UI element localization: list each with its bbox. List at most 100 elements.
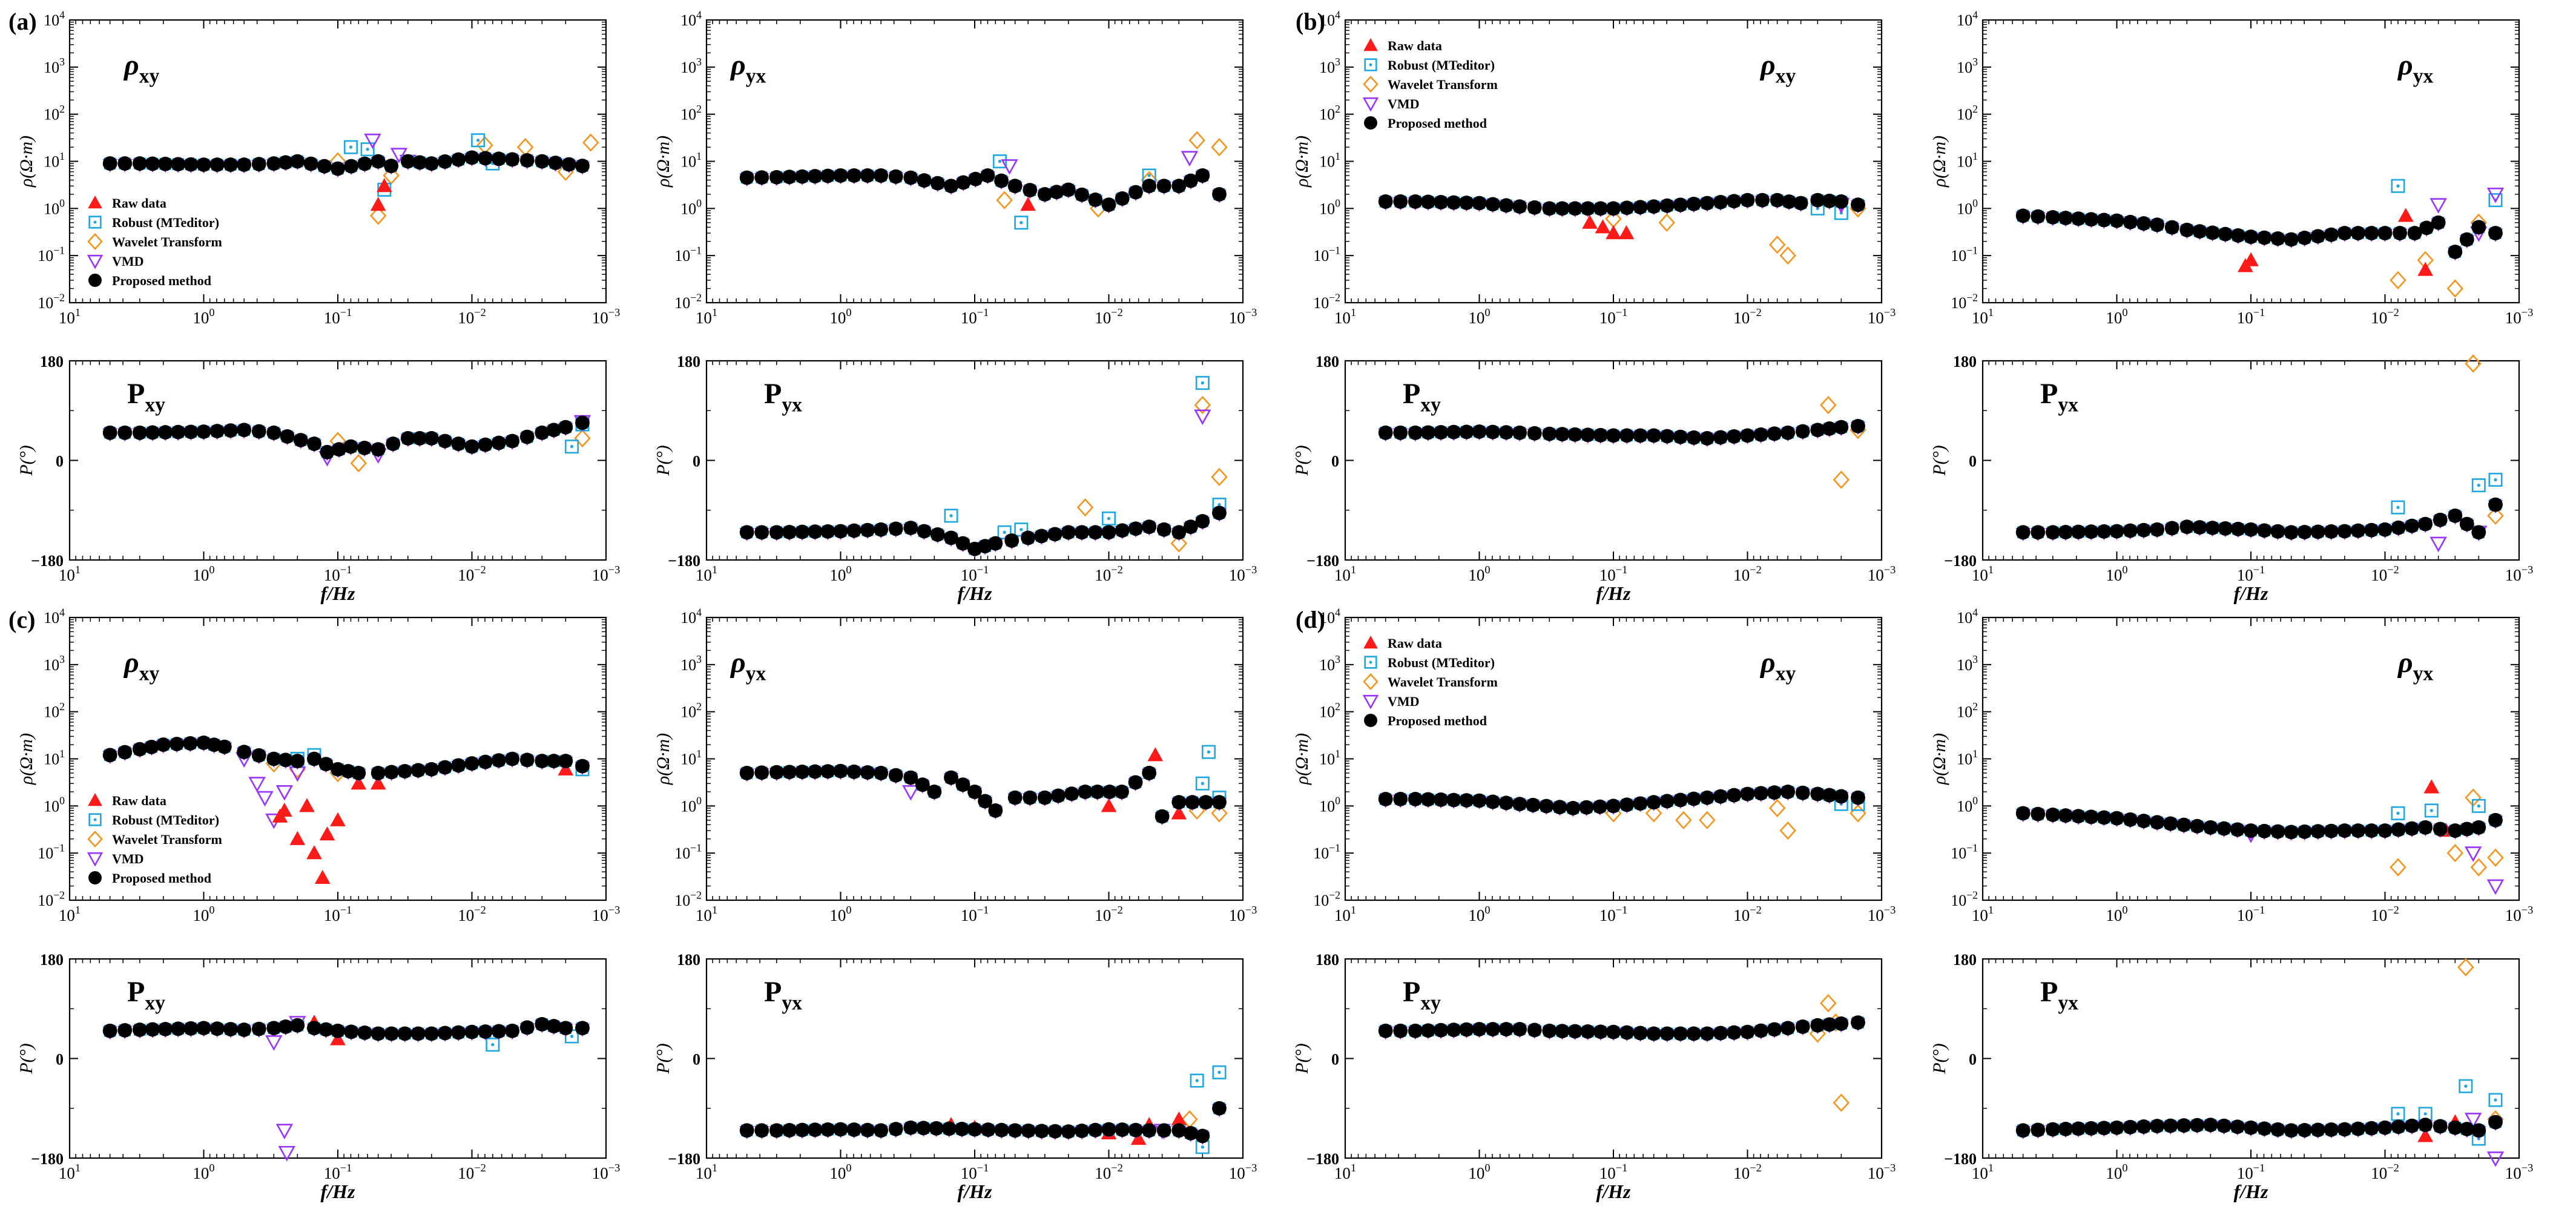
data-point-proposed — [2405, 518, 2419, 533]
x-tick-label: 10−3 — [1868, 306, 1896, 327]
data-point-proposed — [1499, 795, 1514, 811]
y-axis-label: ρ(Ω·m) — [1292, 136, 1312, 188]
legend-label-proposed: Proposed method — [1388, 116, 1487, 131]
data-point-wavelet — [2470, 858, 2488, 877]
data-point-vmd — [2464, 846, 2482, 862]
marker-square — [997, 525, 1012, 539]
data-point-proposed — [833, 763, 848, 779]
data-point-proposed — [386, 436, 401, 451]
series-proposed — [2015, 497, 2503, 541]
marker-square — [360, 142, 375, 157]
data-point-proposed — [988, 536, 1003, 551]
data-point-proposed — [371, 154, 386, 169]
y-tick-label: 10−1 — [38, 244, 65, 265]
data-point-wavelet — [516, 137, 534, 157]
data-point-proposed — [183, 736, 198, 751]
marker-square — [2488, 193, 2503, 208]
data-point-raw — [1130, 1130, 1147, 1145]
chart-title: Pyx — [2040, 378, 2078, 416]
data-point-proposed — [2136, 216, 2151, 231]
x-tick-label: 10−1 — [1599, 306, 1628, 327]
data-point-proposed — [1128, 521, 1143, 536]
data-point-proposed — [2393, 226, 2407, 240]
marker-square — [2391, 179, 2405, 193]
data-point-proposed — [1485, 424, 1500, 440]
data-point-proposed — [1580, 201, 1595, 216]
data-point-proposed — [451, 758, 466, 773]
data-point-proposed — [2377, 522, 2393, 537]
data-point-proposed — [2071, 524, 2086, 539]
marker-square — [1201, 745, 1216, 759]
series-proposed — [102, 150, 590, 178]
data-point-vmd — [2486, 879, 2505, 895]
data-point-proposed — [223, 423, 238, 438]
y-tick-label: 103 — [44, 653, 65, 674]
data-point-wavelet — [1699, 811, 1716, 829]
data-point-proposed — [808, 524, 823, 539]
data-point-wavelet — [1211, 804, 1228, 823]
data-point-raw — [376, 178, 392, 193]
y-tick-label: 0 — [693, 453, 700, 470]
data-point-proposed — [1472, 196, 1487, 211]
data-point-robust — [1195, 776, 1210, 791]
y-axis-label: ρ(Ω·m) — [653, 733, 673, 785]
marker-square — [471, 133, 486, 148]
data-point-proposed — [888, 768, 903, 783]
data-point-proposed — [888, 1122, 903, 1136]
data-point-proposed — [1061, 1124, 1076, 1139]
data-point-proposed — [782, 765, 797, 780]
series-raw — [1582, 214, 1635, 240]
data-point-proposed — [1155, 809, 1170, 824]
marker-dot — [2494, 478, 2497, 482]
data-point-proposed — [1421, 792, 1435, 807]
x-tick-label: 100 — [829, 1162, 851, 1182]
marker-square — [88, 813, 102, 826]
legend-marker-wavelet — [87, 232, 103, 251]
y-tick-label: −180 — [668, 552, 700, 570]
data-point-proposed — [1378, 792, 1393, 806]
data-point-proposed — [2045, 209, 2060, 225]
data-point-proposed — [930, 527, 945, 542]
data-point-proposed — [1767, 426, 1782, 441]
data-point-proposed — [1128, 1122, 1143, 1138]
legend-marker-proposed — [88, 274, 102, 287]
data-point-proposed — [1740, 786, 1755, 802]
data-point-proposed — [808, 169, 823, 183]
data-point-raw — [2243, 252, 2259, 266]
chart-d-rho-yx: 101 100 10−1 10−2 10−310−210−110010110210310… — [1929, 606, 2533, 924]
x-tick-label: 101 — [696, 1162, 717, 1182]
data-point-proposed — [739, 766, 754, 780]
y-tick-label: 0 — [1969, 453, 1977, 470]
data-point-proposed — [117, 156, 133, 171]
data-point-wavelet — [574, 429, 591, 448]
y-tick-label: 100 — [1957, 795, 1978, 815]
marker-dot — [2477, 804, 2480, 808]
x-tick-label: 10−3 — [592, 1162, 621, 1182]
data-point-proposed — [1115, 191, 1130, 206]
data-point-proposed — [1579, 800, 1594, 815]
data-point-proposed — [196, 157, 211, 172]
data-point-proposed — [944, 530, 958, 545]
data-point-proposed — [968, 171, 983, 186]
x-tick-label: 101 — [1334, 904, 1356, 924]
marker-square — [564, 440, 579, 454]
data-point-proposed — [1767, 785, 1782, 800]
data-point-proposed — [2192, 224, 2207, 239]
chart-title: Pxy — [127, 378, 165, 416]
data-point-proposed — [1686, 430, 1701, 445]
legend-label-wavelet: Wavelet Transform — [112, 832, 222, 847]
marker-dot — [1107, 516, 1111, 521]
data-point-proposed — [2433, 512, 2448, 527]
data-point-robust — [992, 154, 1007, 168]
data-point-vmd — [278, 1145, 295, 1162]
marker-dot — [1003, 530, 1006, 534]
marker-dot — [2429, 809, 2433, 812]
data-point-vmd — [265, 1035, 283, 1051]
data-point-proposed — [930, 176, 945, 191]
data-point-proposed — [2431, 215, 2446, 230]
data-point-proposed — [1421, 425, 1435, 440]
x-tick-label: 10−3 — [1229, 904, 1257, 924]
y-tick-label: 10−1 — [38, 841, 65, 862]
chart-a-phase-yx: 101 100 10−1 10−2 10−3 −180 0 180 P(°) f/Hz Pyx — [653, 353, 1257, 604]
data-point-robust — [360, 142, 375, 157]
